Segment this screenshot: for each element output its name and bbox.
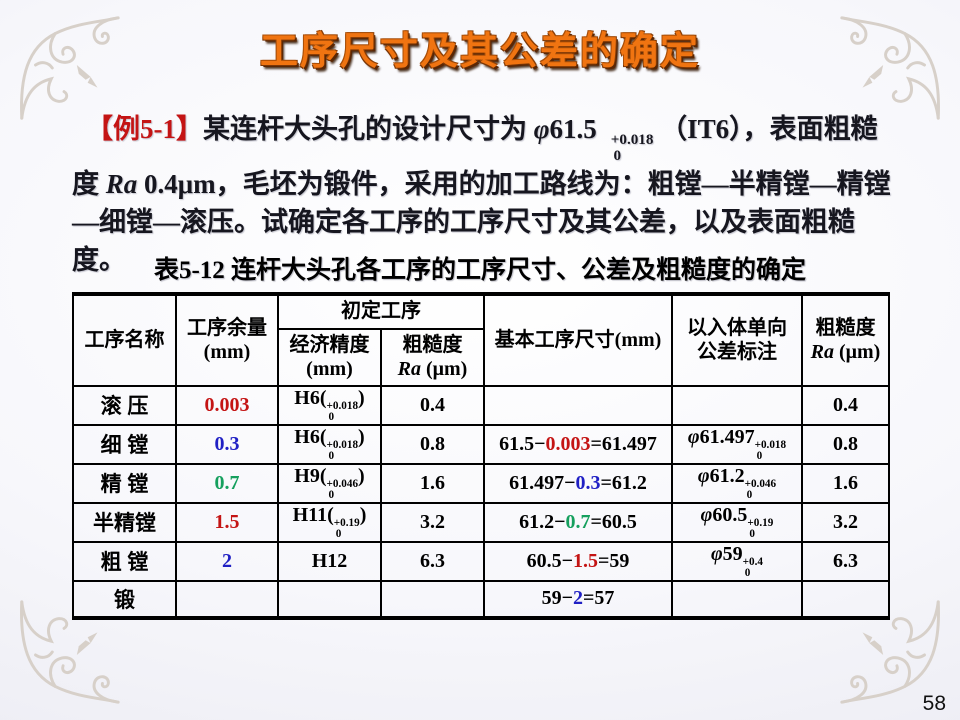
cell-roughness-initial: 1.6 xyxy=(380,462,485,504)
header-allowance: 工序余量 (mm) xyxy=(175,293,279,387)
tolerance-stack: +0.018 0 xyxy=(610,132,654,165)
cell-allowance: 1.5 xyxy=(175,501,279,543)
cell-roughness-final: 6.3 xyxy=(801,540,890,582)
cell-basic: 61.5−0.003=61.497 xyxy=(483,423,673,465)
cell-basic: 61.2−0.7=60.5 xyxy=(483,501,673,543)
cell-tolerance xyxy=(671,385,803,426)
header-initial-process-group: 初定工序 xyxy=(277,293,485,330)
cell-roughness-final: 1.6 xyxy=(801,462,890,504)
header-unilateral-tolerance: 以入体单向 公差标注 xyxy=(671,293,803,387)
tolerance-stack: +0.018 0 xyxy=(326,438,359,463)
header-roughness-initial: 粗糙度 Ra (μm) xyxy=(380,328,485,387)
cell-precision: H11(+0.19 0) xyxy=(277,501,382,543)
table-row: 半精镗 1.5 H11(+0.19 0) 3.2 61.2−0.7=60.5 φ60.5 +0… xyxy=(72,501,890,543)
cell-roughness-initial: 0.4 xyxy=(380,385,485,426)
table-row: 细 镗 0.3 H6(+0.018 0) 0.8 61.5−0.003=61.497 φ61… xyxy=(72,423,890,465)
cell-allowance: 0.3 xyxy=(175,423,279,465)
cell-allowance: 0.003 xyxy=(175,385,279,426)
cell-precision: H12 xyxy=(277,540,382,582)
cell-allowance xyxy=(175,579,279,619)
tolerance-stack: +0.018 0 xyxy=(326,399,359,424)
process-name-cell: 精 镗 xyxy=(72,462,177,504)
cell-tolerance: φ61.497 +0.018 0 xyxy=(671,423,803,465)
table-row: 滚 压 0.003 H6(+0.018 0) 0.4 0.4 xyxy=(72,385,890,426)
header-row-sub: 经济精度 (mm) 粗糙度 Ra (μm) xyxy=(73,328,889,387)
process-name-cell: 滚 压 xyxy=(72,385,177,426)
table-caption: 表5-12 连杆大头孔各工序的工序尺寸、公差及粗糙度的确定 xyxy=(153,257,807,284)
corner-ornament-icon xyxy=(8,8,126,126)
table-row: 精 镗 0.7 H9(+0.046 0) 1.6 61.497−0.3=61.2 φ61.2… xyxy=(72,462,890,504)
page-number: 58 xyxy=(922,692,946,715)
tolerance-stack: +0.046 0 xyxy=(744,477,777,502)
table-row: 锻 59−2=57 xyxy=(72,579,890,619)
cell-roughness-final: 0.4 xyxy=(801,385,890,426)
page-title: 工序尺寸及其公差的确定 xyxy=(259,31,700,73)
cell-roughness-initial: 3.2 xyxy=(380,501,485,543)
cell-basic: 60.5−1.5=59 xyxy=(483,540,673,582)
cell-tolerance: φ59 +0.4 0 xyxy=(671,540,803,582)
cell-roughness-initial: 0.8 xyxy=(380,423,485,465)
tolerance-stack: +0.4 0 xyxy=(742,555,764,580)
cell-precision: H6(+0.018 0) xyxy=(277,385,382,426)
corner-ornament-icon xyxy=(834,594,952,712)
example-paragraph: 【例5-1】某连杆大头孔的设计尺寸为 φ61.5 +0.018 0 （IT6），表面… xyxy=(72,114,891,275)
cell-tolerance: φ60.5 +0.19 0 xyxy=(671,501,803,543)
cell-tolerance: φ61.2 +0.046 0 xyxy=(671,462,803,504)
cell-roughness-initial xyxy=(380,579,485,619)
process-name-cell: 细 镗 xyxy=(72,423,177,465)
cell-precision: H6(+0.018 0) xyxy=(277,423,382,465)
header-row-top: 工序名称 工序余量 (mm) 初定工序 基本工序尺寸(mm) 以入体单向 公差标注 … xyxy=(72,293,890,387)
tolerance-stack: +0.018 0 xyxy=(754,438,787,463)
process-name-cell: 半精镗 xyxy=(72,501,177,543)
process-name-cell: 粗 镗 xyxy=(72,540,177,582)
header-roughness-final: 粗糙度 Ra (μm) xyxy=(801,293,890,387)
table-row: 粗 镗 2 H12 6.3 60.5−1.5=59 φ59 +0.4 0 6.3 xyxy=(72,540,890,582)
cell-precision xyxy=(277,579,382,619)
tolerance-stack: +0.046 0 xyxy=(326,477,359,502)
header-economic-precision: 经济精度 (mm) xyxy=(277,328,382,387)
cell-roughness-initial: 6.3 xyxy=(380,540,485,582)
cell-basic xyxy=(483,385,673,426)
process-table-body: 滚 压 0.003 H6(+0.018 0) 0.4 0.4 细 镗 0.3 H6(+0.018… xyxy=(72,385,890,619)
tolerance-stack: +0.19 0 xyxy=(333,516,360,541)
cell-allowance: 2 xyxy=(175,540,279,582)
header-basic-size: 基本工序尺寸(mm) xyxy=(483,293,673,387)
cell-basic: 61.497−0.3=61.2 xyxy=(483,462,673,504)
corner-ornament-icon xyxy=(834,8,952,126)
process-name-cell: 锻 xyxy=(72,579,177,619)
cell-basic: 59−2=57 xyxy=(483,579,673,619)
cell-allowance: 0.7 xyxy=(175,462,279,504)
cell-precision: H9(+0.046 0) xyxy=(277,462,382,504)
header-process-name: 工序名称 xyxy=(72,293,177,387)
tolerance-stack: +0.19 0 xyxy=(747,516,774,541)
corner-ornament-icon xyxy=(8,594,126,712)
cell-roughness-final: 0.8 xyxy=(801,423,890,465)
cell-roughness-final xyxy=(801,579,890,619)
cell-roughness-final: 3.2 xyxy=(801,501,890,543)
cell-tolerance xyxy=(671,579,803,619)
process-table: 工序名称 工序余量 (mm) 初定工序 基本工序尺寸(mm) 以入体单向 公差标注 … xyxy=(72,292,890,620)
